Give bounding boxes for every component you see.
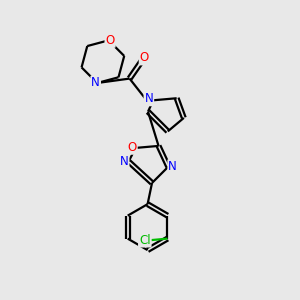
Text: N: N	[120, 155, 128, 168]
Text: Cl: Cl	[139, 234, 151, 247]
Text: O: O	[106, 34, 115, 47]
Text: N: N	[168, 160, 177, 173]
Text: N: N	[91, 76, 100, 89]
Text: O: O	[140, 52, 149, 64]
Text: N: N	[145, 92, 153, 105]
Text: O: O	[128, 141, 137, 154]
